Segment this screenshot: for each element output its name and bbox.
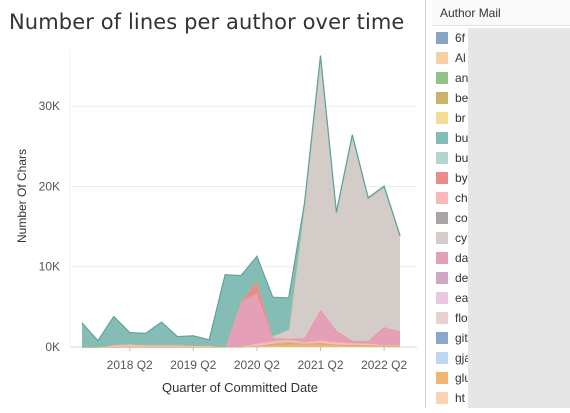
legend-swatch bbox=[436, 172, 448, 184]
x-tick-label: 2019 Q2 bbox=[170, 358, 216, 372]
legend-label: co bbox=[455, 211, 468, 225]
legend-label: bu bbox=[455, 131, 468, 145]
legend-label: be bbox=[455, 91, 468, 105]
legend-label: ch bbox=[455, 191, 468, 205]
legend-label: ht bbox=[455, 391, 465, 405]
x-tick-label: 2021 Q2 bbox=[297, 358, 343, 372]
x-axis-ticks: 2018 Q2 2019 Q2 2020 Q2 2021 Q2 2022 Q2 bbox=[107, 347, 408, 372]
y-tick-label: 0K bbox=[45, 340, 60, 354]
x-axis-label: Quarter of Committed Date bbox=[162, 380, 318, 395]
legend-swatch bbox=[436, 152, 448, 164]
y-tick-label: 10K bbox=[39, 260, 60, 274]
legend-label: 6f bbox=[455, 31, 465, 45]
legend-swatch bbox=[436, 372, 448, 384]
legend-swatch bbox=[436, 92, 448, 104]
legend-swatch bbox=[436, 332, 448, 344]
legend-swatch bbox=[436, 72, 448, 84]
legend-swatch bbox=[436, 32, 448, 44]
legend-label: de bbox=[455, 271, 468, 285]
x-tick-label: 2020 Q2 bbox=[234, 358, 280, 372]
legend-redaction bbox=[468, 28, 570, 408]
legend-label: by bbox=[455, 171, 468, 185]
legend-label: bu bbox=[455, 151, 468, 165]
legend-label: an bbox=[455, 71, 468, 85]
x-tick-label: 2022 Q2 bbox=[361, 358, 407, 372]
legend-swatch bbox=[436, 292, 448, 304]
y-tick-label: 20K bbox=[39, 179, 60, 193]
legend-swatch bbox=[436, 312, 448, 324]
legend-label: da bbox=[455, 251, 468, 265]
legend-swatch bbox=[436, 52, 448, 64]
legend-swatch bbox=[436, 252, 448, 264]
legend-swatch bbox=[436, 192, 448, 204]
area-series bbox=[82, 56, 400, 347]
legend-label: git bbox=[455, 331, 468, 345]
y-tick-label: 30K bbox=[39, 99, 60, 113]
y-axis-label: Number Of Chars bbox=[15, 149, 29, 243]
legend-label: flo bbox=[455, 311, 468, 325]
legend-swatch bbox=[436, 212, 448, 224]
legend-swatch bbox=[436, 112, 448, 124]
legend-label: Al bbox=[455, 51, 466, 65]
chart-area: Number of lines per author over time 0K 1… bbox=[0, 0, 425, 408]
legend-label: ea bbox=[455, 291, 468, 305]
area-chart: 0K 10K 20K 30K 2018 Q2 2019 Q2 2020 Q2 2021 Q2… bbox=[0, 0, 425, 408]
legend-swatch bbox=[436, 352, 448, 364]
legend-swatch bbox=[436, 132, 448, 144]
chart-title: Number of lines per author over time bbox=[9, 10, 404, 34]
x-tick-label: 2018 Q2 bbox=[107, 358, 153, 372]
y-axis-ticks: 0K 10K 20K 30K bbox=[39, 99, 60, 354]
panel-divider bbox=[425, 0, 426, 408]
legend-header: Author Mail bbox=[432, 0, 570, 26]
legend-swatch bbox=[436, 392, 448, 404]
legend-label: cy bbox=[455, 231, 467, 245]
legend-swatch bbox=[436, 232, 448, 244]
legend-swatch bbox=[436, 272, 448, 284]
legend-label: br bbox=[455, 111, 466, 125]
